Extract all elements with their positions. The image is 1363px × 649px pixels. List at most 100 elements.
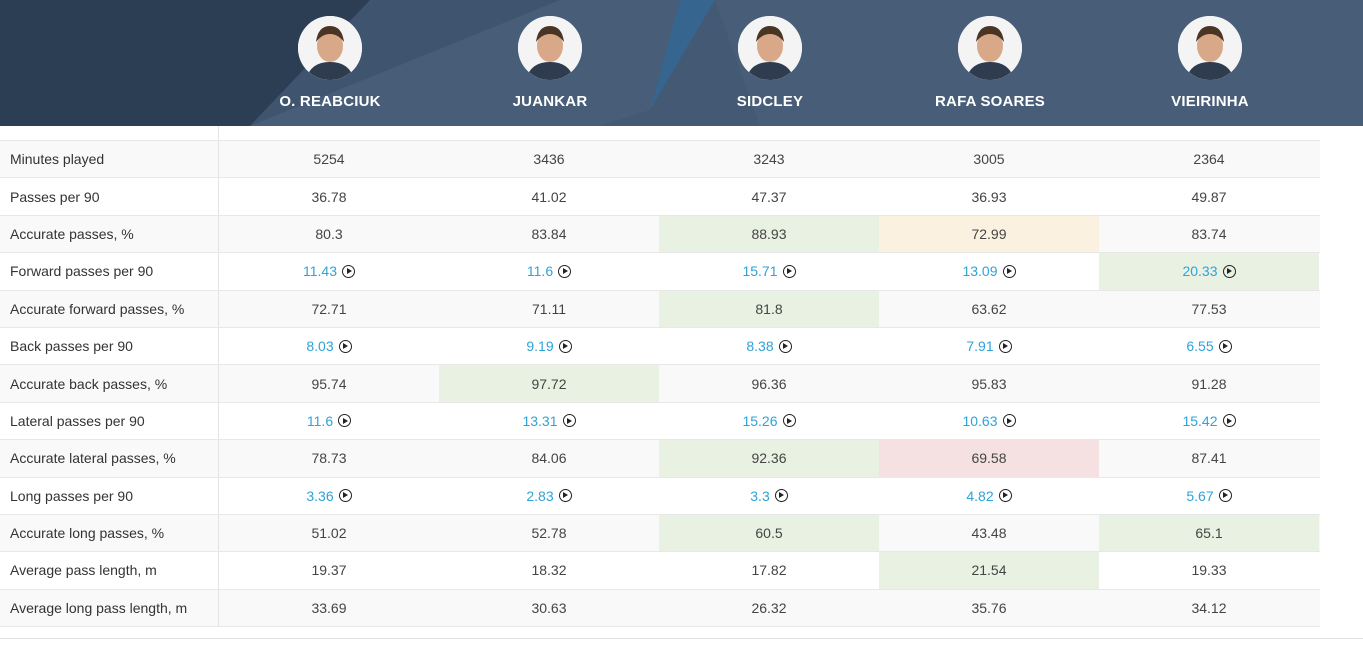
stat-value[interactable]: 15.42: [1099, 403, 1319, 439]
stat-value-text[interactable]: 3.3: [750, 487, 770, 504]
stat-value-text: 88.93: [751, 225, 787, 242]
table-row: Back passes per 90 8.03 9.19 8.38 7.91 6.55: [0, 327, 1320, 366]
avatar[interactable]: [958, 16, 1022, 80]
play-icon[interactable]: [558, 339, 572, 353]
player-name[interactable]: JUANKAR: [512, 93, 588, 110]
table-row: Accurate back passes, % 95.74 97.72 96.36 95…: [0, 365, 1320, 403]
avatar[interactable]: [738, 16, 802, 80]
play-icon[interactable]: [778, 339, 792, 353]
play-icon[interactable]: [558, 489, 572, 503]
player-column-header[interactable]: RAFA SOARES: [880, 0, 1100, 126]
play-icon[interactable]: [1002, 264, 1016, 278]
play-icon[interactable]: [998, 489, 1012, 503]
stat-value[interactable]: 5.67: [1099, 478, 1319, 514]
stat-value-text[interactable]: 13.09: [962, 263, 998, 280]
stat-value[interactable]: 15.26: [659, 403, 879, 439]
stat-value[interactable]: 13.31: [439, 403, 659, 439]
stat-value: 87.41: [1099, 440, 1319, 476]
play-icon[interactable]: [558, 264, 572, 278]
stat-value-text: 60.5: [755, 525, 783, 542]
player-photo-icon: [738, 16, 802, 80]
player-column-header[interactable]: SIDCLEY: [660, 0, 880, 126]
stat-value[interactable]: 11.43: [219, 253, 439, 289]
stat-value-text: 63.62: [971, 300, 1007, 317]
stat-value[interactable]: 6.55: [1099, 328, 1319, 364]
stat-value-text[interactable]: 7.91: [966, 338, 994, 355]
player-name[interactable]: VIEIRINHA: [1171, 93, 1249, 110]
stat-value[interactable]: 9.19: [439, 328, 659, 364]
stat-value-text[interactable]: 15.71: [742, 263, 778, 280]
stat-value[interactable]: 4.82: [879, 478, 1099, 514]
player-name[interactable]: SIDCLEY: [736, 93, 804, 110]
play-icon[interactable]: [338, 339, 352, 353]
stat-value: 19.33: [1099, 552, 1319, 588]
stat-value[interactable]: 13.09: [879, 253, 1099, 289]
stat-value-text: 78.73: [311, 450, 347, 467]
stat-value-text[interactable]: 9.19: [526, 338, 554, 355]
play-icon[interactable]: [338, 414, 352, 428]
player-column-header[interactable]: O. REABCIUK: [220, 0, 440, 126]
play-icon[interactable]: [774, 489, 788, 503]
player-name[interactable]: O. REABCIUK: [279, 93, 381, 110]
play-icon[interactable]: [1222, 414, 1236, 428]
stat-value-text[interactable]: 11.6: [526, 263, 554, 280]
stat-value-text[interactable]: 5.67: [1186, 487, 1214, 504]
play-icon[interactable]: [998, 339, 1012, 353]
stat-value: 5254: [219, 141, 439, 177]
avatar[interactable]: [298, 16, 362, 80]
stat-value[interactable]: 11.6: [219, 403, 439, 439]
stat-value: 17.82: [659, 552, 879, 588]
stat-value-text: 49.87: [1191, 188, 1227, 205]
stat-value-text[interactable]: 11.6: [306, 412, 334, 429]
stat-value[interactable]: 8.03: [219, 328, 439, 364]
stat-value[interactable]: 3.36: [219, 478, 439, 514]
stat-value-text: 33.69: [311, 599, 347, 616]
stat-value[interactable]: 10.63: [879, 403, 1099, 439]
stat-value-text[interactable]: 15.26: [742, 412, 778, 429]
avatar[interactable]: [518, 16, 582, 80]
play-icon[interactable]: [1222, 264, 1236, 278]
stat-value-text[interactable]: 6.55: [1186, 338, 1214, 355]
stat-value: 96.36: [659, 365, 879, 401]
play-icon[interactable]: [782, 414, 796, 428]
stat-value-text[interactable]: 4.82: [966, 487, 994, 504]
stat-value-text: 3436: [533, 151, 565, 168]
stat-value[interactable]: 8.38: [659, 328, 879, 364]
stat-value[interactable]: 15.71: [659, 253, 879, 289]
stat-value-text: 97.72: [531, 375, 567, 392]
avatar[interactable]: [1178, 16, 1242, 80]
stat-value[interactable]: 20.33: [1099, 253, 1319, 290]
stat-value[interactable]: 3.3: [659, 478, 879, 514]
stat-value: 84.06: [439, 440, 659, 476]
stat-value[interactable]: 2.83: [439, 478, 659, 514]
play-icon[interactable]: [1218, 339, 1232, 353]
stat-value-text[interactable]: 15.42: [1182, 412, 1218, 429]
stat-value-text[interactable]: 13.31: [522, 412, 558, 429]
play-icon[interactable]: [1002, 414, 1016, 428]
player-photo-icon: [298, 16, 362, 80]
stat-label: Accurate back passes, %: [0, 365, 219, 402]
stat-value-text[interactable]: 20.33: [1182, 263, 1218, 280]
play-icon[interactable]: [562, 414, 576, 428]
stat-value: 30.63: [439, 590, 659, 626]
play-icon[interactable]: [338, 489, 352, 503]
stat-value-text[interactable]: 8.38: [746, 338, 774, 355]
play-icon[interactable]: [782, 264, 796, 278]
stat-value-text[interactable]: 2.83: [526, 487, 554, 504]
stat-value-text[interactable]: 10.63: [962, 412, 998, 429]
stat-value-text[interactable]: 3.36: [306, 487, 334, 504]
player-name[interactable]: RAFA SOARES: [935, 93, 1045, 110]
player-column-header[interactable]: VIEIRINHA: [1100, 0, 1320, 126]
player-column-header[interactable]: JUANKAR: [440, 0, 660, 126]
stat-value-text[interactable]: 8.03: [306, 338, 334, 355]
stat-value[interactable]: 11.6: [439, 253, 659, 289]
play-icon[interactable]: [1218, 489, 1232, 503]
stat-value-text[interactable]: 11.43: [303, 263, 337, 280]
stat-label: Minutes played: [0, 141, 219, 178]
stat-value-text: 83.84: [531, 225, 567, 242]
play-icon[interactable]: [342, 264, 355, 278]
stat-value[interactable]: 7.91: [879, 328, 1099, 364]
stat-value-text: 95.83: [971, 375, 1007, 392]
stat-value-text: 71.11: [532, 300, 566, 317]
stats-table: Minutes played 5254 3436 3243 3005 2364 Passes…: [0, 126, 1320, 628]
